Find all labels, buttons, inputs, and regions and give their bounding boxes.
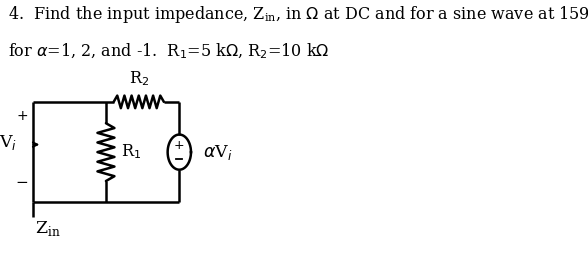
Text: Z$_{\mathregular{in}}$: Z$_{\mathregular{in}}$ xyxy=(35,219,60,238)
Text: −: − xyxy=(15,175,28,190)
Text: R$_1$: R$_1$ xyxy=(121,143,142,162)
Text: +: + xyxy=(16,109,28,123)
Text: 4.  Find the input impedance, Z$_{\mathregular{in}}$, in $\Omega$ at DC and for : 4. Find the input impedance, Z$_{\mathre… xyxy=(8,4,588,25)
Text: R$_2$: R$_2$ xyxy=(129,69,149,88)
Text: V$_i$: V$_i$ xyxy=(0,133,17,152)
Text: +: + xyxy=(174,139,185,152)
Text: for $\alpha$=1, 2, and -1.  R$_1$=5 k$\Omega$, R$_2$=10 k$\Omega$: for $\alpha$=1, 2, and -1. R$_1$=5 k$\Om… xyxy=(8,42,329,61)
Text: $\alpha$V$_i$: $\alpha$V$_i$ xyxy=(203,143,233,162)
